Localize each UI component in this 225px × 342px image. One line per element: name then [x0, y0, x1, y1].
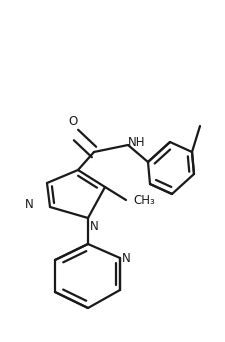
Text: NH: NH	[128, 136, 146, 149]
Text: N: N	[90, 220, 99, 233]
Text: CH₃: CH₃	[133, 194, 155, 207]
Text: N: N	[25, 197, 34, 210]
Text: O: O	[68, 115, 78, 128]
Text: N: N	[122, 251, 131, 264]
